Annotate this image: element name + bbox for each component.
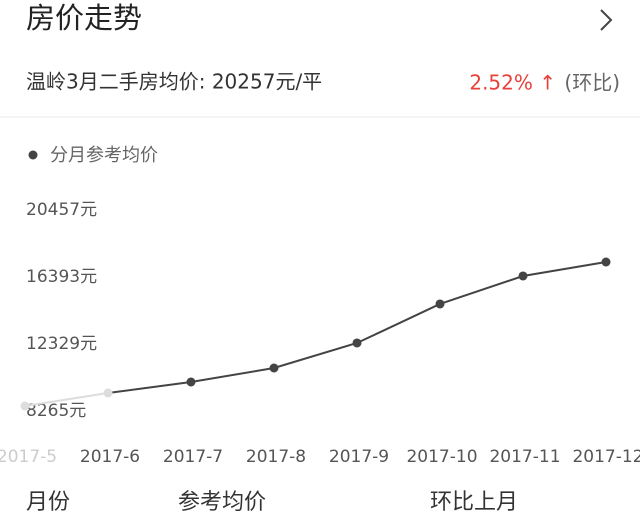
point	[20, 401, 30, 411]
line-faded	[24, 392, 109, 407]
column-header: 参考均价	[178, 490, 266, 515]
x-tick-label: 2017-8	[246, 447, 306, 467]
page-title: 房价走势	[26, 1, 142, 35]
legend-marker	[28, 150, 38, 160]
y-tick-label: 20457元	[26, 200, 97, 220]
summary: 温岭3月二手房均价: 20257元/平	[26, 70, 322, 94]
x-tick-label: 2017-10	[406, 447, 477, 467]
x-tick-label: 2017-7	[163, 447, 223, 467]
point	[269, 363, 279, 373]
point	[186, 377, 196, 387]
change-note: (环比)	[564, 71, 620, 95]
point	[435, 299, 445, 309]
y-tick-label: 8265元	[26, 401, 86, 421]
y-tick-label: 16393元	[26, 267, 97, 287]
point	[518, 271, 528, 281]
column-header: 环比上月	[430, 490, 518, 515]
point	[352, 338, 362, 348]
plot: 8265元 12329元 16393元 20457元 2017-5 2017-6 2017-…	[0, 200, 640, 467]
point	[103, 388, 113, 398]
x-tick-label: 2017-5	[0, 447, 57, 467]
x-tick-label: 2017-6	[80, 447, 140, 467]
line	[107, 261, 607, 394]
x-tick-label: 2017-11	[489, 447, 560, 467]
x-tick-label: 2017-9	[329, 447, 389, 467]
y-tick-label: 12329元	[26, 334, 97, 354]
x-tick-label: 2017-12	[572, 447, 640, 467]
point	[601, 257, 611, 267]
change: 2.52% ↑	[469, 71, 556, 95]
column-header: 月份	[26, 490, 70, 515]
chevron[interactable]	[600, 9, 613, 31]
legend-label: 分月参考均价	[50, 145, 158, 166]
